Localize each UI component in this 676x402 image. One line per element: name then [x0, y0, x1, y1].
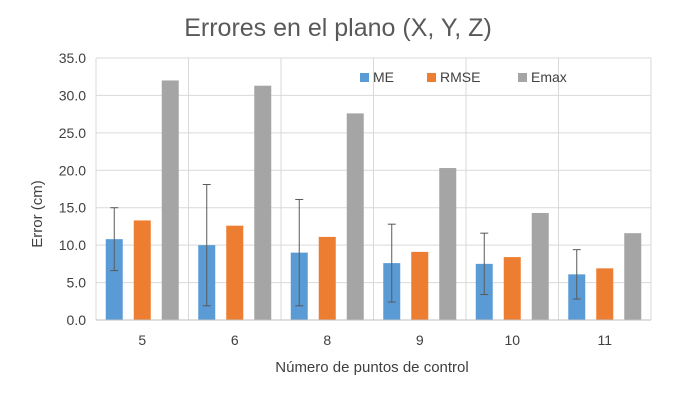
legend-swatch-rmse — [427, 73, 436, 82]
y-axis-title: Error (cm) — [29, 180, 46, 248]
y-tick-label: 35.0 — [59, 50, 86, 66]
x-tick-label: 8 — [323, 332, 331, 348]
y-tick-label: 25.0 — [59, 125, 86, 141]
bar-rmse-6 — [226, 225, 244, 320]
y-tick-label: 30.0 — [59, 87, 86, 103]
x-tick-label: 5 — [138, 332, 146, 348]
legend-label-emax: Emax — [531, 69, 567, 85]
bars — [105, 80, 642, 320]
error-bars — [110, 184, 581, 307]
y-tick-label: 10.0 — [59, 237, 86, 253]
axes: 0.0 5.0 10.0 15.0 20.0 25.0 30.0 35.0 5 6 8 9 10 11 — [59, 50, 651, 348]
y-tick-label: 15.0 — [59, 200, 86, 216]
gridlines — [95, 57, 652, 321]
chart-title: Errores en el plano (X, Y, Z) — [184, 14, 492, 42]
bar-me-5 — [105, 239, 123, 320]
y-tick-label: 0.0 — [67, 312, 87, 328]
legend: ME RMSE Emax — [360, 69, 567, 85]
bar-rmse-10 — [503, 257, 521, 320]
legend-swatch-me — [360, 73, 369, 82]
bar-rmse-11 — [596, 268, 614, 320]
bar-emax-5 — [161, 80, 179, 320]
x-tick-label: 9 — [416, 332, 424, 348]
x-tick-label: 11 — [597, 332, 612, 348]
legend-label-me: ME — [373, 69, 394, 85]
bar-emax-11 — [624, 233, 642, 320]
y-tick-label: 5.0 — [67, 275, 87, 291]
bar-rmse-9 — [411, 251, 429, 320]
legend-swatch-emax — [518, 73, 527, 82]
bar-rmse-8 — [318, 236, 336, 320]
bar-emax-6 — [254, 85, 272, 320]
bar-emax-9 — [439, 168, 457, 320]
y-tick-label: 20.0 — [59, 162, 86, 178]
bar-emax-10 — [531, 212, 549, 320]
x-tick-label: 10 — [504, 332, 520, 348]
bar-emax-8 — [346, 113, 364, 320]
x-axis-title: Número de puntos de control — [275, 359, 468, 376]
x-tick-label: 6 — [231, 332, 239, 348]
bar-rmse-5 — [133, 220, 151, 320]
legend-label-rmse: RMSE — [440, 69, 480, 85]
